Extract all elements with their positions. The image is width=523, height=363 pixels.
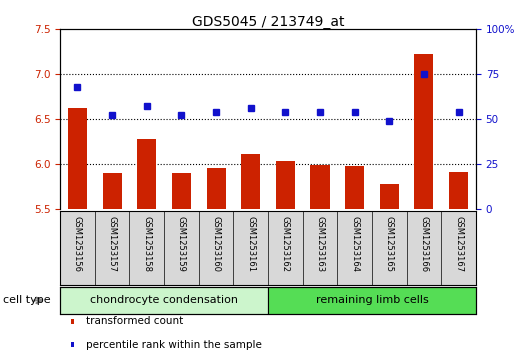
Bar	[311, 165, 329, 209]
Bar	[414, 54, 434, 209]
Bar	[268, 287, 476, 314]
Text: GDS5045 / 213749_at: GDS5045 / 213749_at	[192, 15, 344, 29]
Bar	[172, 173, 191, 209]
Bar	[380, 184, 399, 209]
Text: GSM1253165: GSM1253165	[385, 216, 394, 273]
Text: transformed count: transformed count	[86, 316, 184, 326]
Bar	[60, 287, 268, 314]
Bar	[207, 168, 225, 209]
Text: GSM1253159: GSM1253159	[177, 216, 186, 272]
Bar	[276, 161, 295, 209]
Bar	[103, 173, 122, 209]
Text: cell type: cell type	[3, 295, 50, 305]
Text: GSM1253166: GSM1253166	[419, 216, 428, 273]
Text: GSM1253160: GSM1253160	[212, 216, 221, 273]
Text: GSM1253157: GSM1253157	[108, 216, 117, 273]
Text: GSM1253161: GSM1253161	[246, 216, 255, 273]
Bar	[449, 172, 468, 209]
Bar	[137, 139, 156, 209]
Text: GSM1253162: GSM1253162	[281, 216, 290, 273]
Text: remaining limb cells: remaining limb cells	[315, 295, 428, 305]
Bar	[68, 108, 87, 209]
Text: GSM1253158: GSM1253158	[142, 216, 151, 273]
Bar	[241, 154, 260, 209]
Text: GSM1253164: GSM1253164	[350, 216, 359, 273]
Text: GSM1253156: GSM1253156	[73, 216, 82, 273]
Bar	[345, 166, 364, 209]
Text: chondrocyte condensation: chondrocyte condensation	[90, 295, 238, 305]
Text: GSM1253167: GSM1253167	[454, 216, 463, 273]
Text: percentile rank within the sample: percentile rank within the sample	[86, 340, 262, 350]
Text: GSM1253163: GSM1253163	[315, 216, 324, 273]
